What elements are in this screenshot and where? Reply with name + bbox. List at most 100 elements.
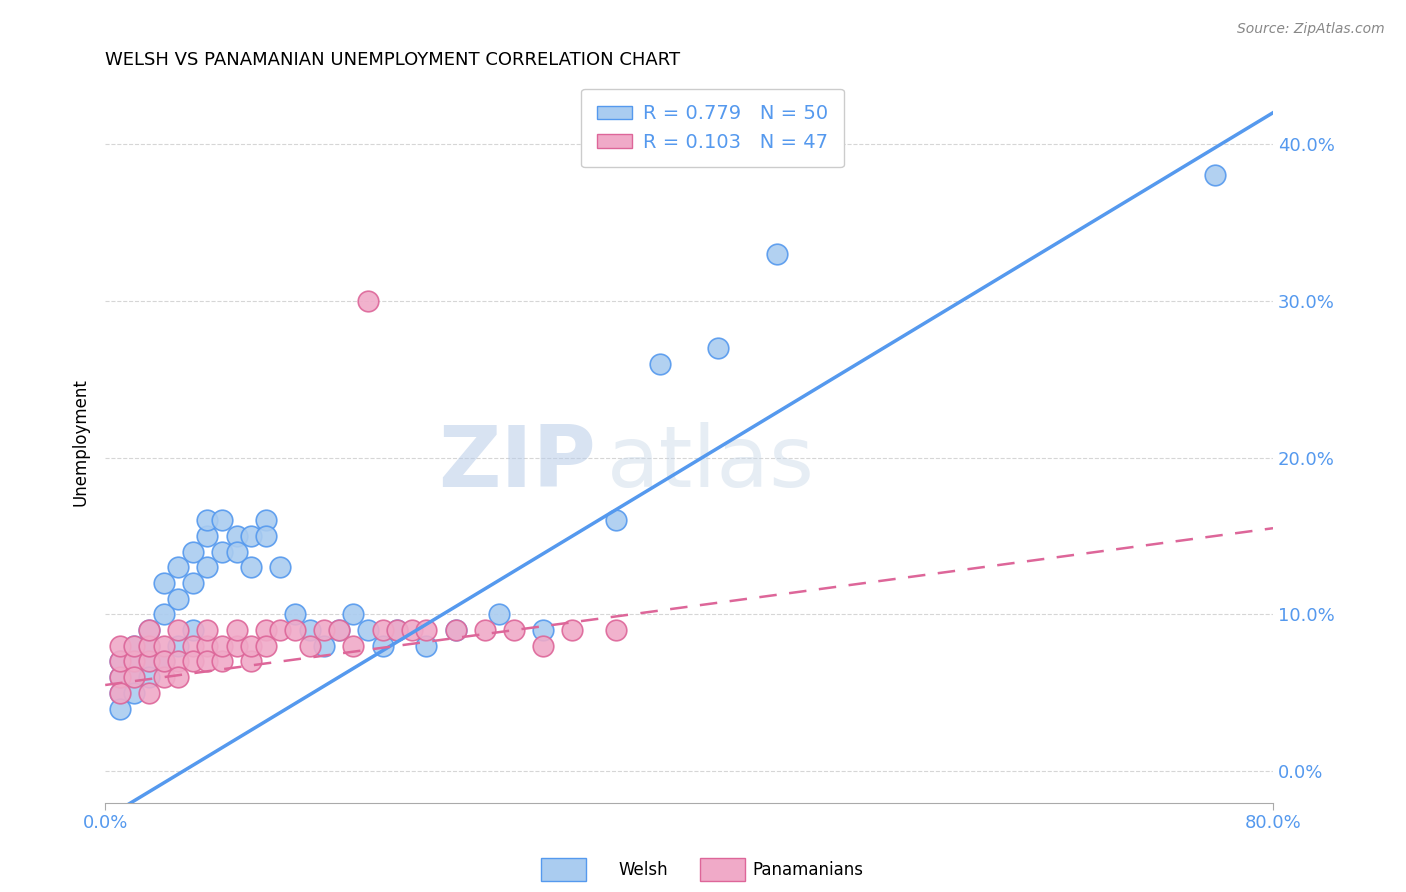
Point: [1204, 169, 1226, 183]
Point: [167, 639, 190, 653]
Point: [284, 623, 307, 637]
Point: [385, 623, 408, 637]
Point: [284, 607, 307, 622]
Point: [474, 623, 496, 637]
Point: [138, 655, 160, 669]
Point: [108, 670, 131, 684]
Point: [181, 639, 204, 653]
Point: [152, 576, 174, 591]
Point: [211, 545, 233, 559]
Point: [328, 623, 350, 637]
Point: [108, 686, 131, 700]
Point: [254, 513, 277, 527]
Point: [138, 670, 160, 684]
Point: [211, 655, 233, 669]
Point: [298, 639, 321, 653]
Point: [152, 655, 174, 669]
Point: [444, 623, 467, 637]
Text: WELSH VS PANAMANIAN UNEMPLOYMENT CORRELATION CHART: WELSH VS PANAMANIAN UNEMPLOYMENT CORRELA…: [105, 51, 681, 69]
Point: [385, 623, 408, 637]
Point: [240, 560, 263, 574]
Point: [138, 639, 160, 653]
Point: [605, 513, 627, 527]
Point: [225, 529, 247, 543]
Point: [197, 560, 219, 574]
Text: atlas: atlas: [607, 422, 815, 505]
Point: [211, 639, 233, 653]
Point: [124, 639, 146, 653]
Point: [269, 623, 291, 637]
Point: [444, 623, 467, 637]
Point: [152, 655, 174, 669]
Point: [108, 655, 131, 669]
Point: [181, 545, 204, 559]
Y-axis label: Unemployment: Unemployment: [72, 378, 89, 506]
Point: [605, 623, 627, 637]
Point: [531, 639, 554, 653]
Point: [167, 670, 190, 684]
Point: [124, 686, 146, 700]
Point: [225, 623, 247, 637]
Point: [167, 655, 190, 669]
Point: [197, 529, 219, 543]
Point: [328, 623, 350, 637]
Text: Welsh: Welsh: [619, 861, 668, 879]
Text: ZIP: ZIP: [437, 422, 596, 505]
Point: [371, 623, 394, 637]
Point: [138, 623, 160, 637]
Point: [197, 513, 219, 527]
Point: [108, 701, 131, 715]
Point: [342, 607, 364, 622]
Point: [269, 560, 291, 574]
Point: [561, 623, 583, 637]
Point: [488, 607, 510, 622]
Point: [531, 623, 554, 637]
Point: [167, 591, 190, 606]
Point: [648, 357, 671, 371]
Point: [124, 655, 146, 669]
Point: [197, 623, 219, 637]
Point: [124, 670, 146, 684]
Point: [298, 623, 321, 637]
Point: [225, 545, 247, 559]
Point: [357, 293, 380, 308]
Point: [181, 623, 204, 637]
Point: [254, 529, 277, 543]
Point: [108, 655, 131, 669]
Point: [240, 639, 263, 653]
Point: [108, 670, 131, 684]
Point: [357, 623, 380, 637]
Point: [254, 623, 277, 637]
Point: [197, 655, 219, 669]
Point: [167, 560, 190, 574]
Point: [138, 686, 160, 700]
Point: [401, 623, 423, 637]
Point: [152, 670, 174, 684]
Point: [225, 639, 247, 653]
Point: [167, 623, 190, 637]
Text: Source: ZipAtlas.com: Source: ZipAtlas.com: [1237, 22, 1385, 37]
Legend: R = 0.779   N = 50, R = 0.103   N = 47: R = 0.779 N = 50, R = 0.103 N = 47: [581, 88, 844, 168]
Point: [240, 655, 263, 669]
Point: [314, 639, 336, 653]
Point: [254, 639, 277, 653]
Point: [108, 639, 131, 653]
Point: [197, 639, 219, 653]
Point: [707, 341, 730, 355]
Point: [152, 639, 174, 653]
Point: [371, 639, 394, 653]
Point: [415, 623, 437, 637]
Text: Panamanians: Panamanians: [752, 861, 863, 879]
Point: [240, 529, 263, 543]
Point: [181, 576, 204, 591]
Point: [211, 513, 233, 527]
Point: [124, 639, 146, 653]
Point: [152, 607, 174, 622]
Point: [181, 655, 204, 669]
Point: [415, 639, 437, 653]
Point: [138, 639, 160, 653]
Point: [108, 686, 131, 700]
Point: [342, 639, 364, 653]
Point: [138, 655, 160, 669]
Point: [138, 623, 160, 637]
